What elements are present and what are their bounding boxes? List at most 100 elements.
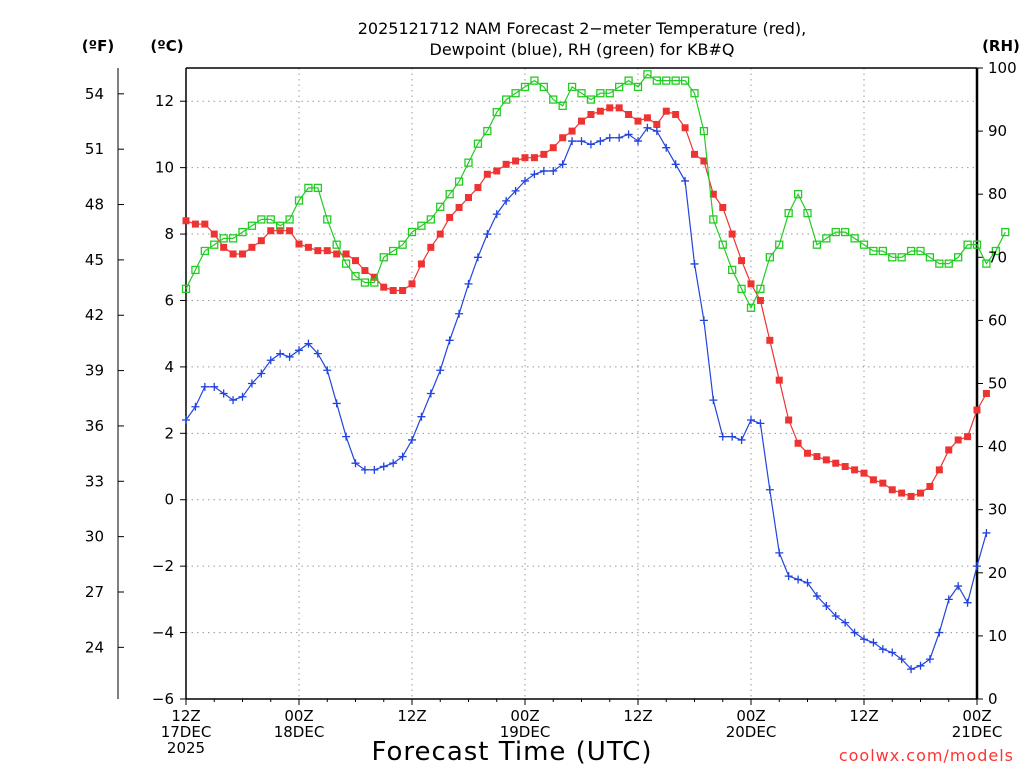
rh-point [690,89,699,98]
dewpoint-point [219,389,228,398]
temperature-point [794,439,802,447]
rh-point [445,190,454,199]
dewpoint-point [681,176,690,185]
x-tick-label: 12Z [397,707,426,725]
temperature-point [587,110,595,118]
rh-point [238,227,247,237]
rh-point [718,240,727,249]
x-tick-label: 12Z [849,707,878,725]
temperature-point [935,466,943,474]
rh-point [935,259,944,268]
temperature-point [964,433,972,441]
dewpoint-point [907,665,916,674]
dewpoint-point [812,592,821,601]
celsius-unit-label: (ºC) [150,37,183,55]
temperature-point [465,194,472,202]
rh-point [276,221,285,230]
temperature-point [643,114,651,122]
temperature-point [879,479,887,487]
rh-point [972,240,982,249]
rh-point [294,196,304,205]
dewpoint-point [247,379,256,388]
c-tick-label: 10 [155,159,174,177]
rh-point [878,246,887,256]
temperature-point [417,260,425,268]
c-tick-label: −2 [152,557,174,575]
temperature-point [860,469,868,477]
dewpoint-point [426,389,435,398]
temperature-point [530,154,538,162]
rh-unit-label: (RH) [982,37,1020,55]
dewpoint-point [530,170,539,179]
rh-point [351,272,360,281]
x-tick-label: 00Z [510,707,539,725]
dewpoint-point [370,465,379,474]
rh-point [483,126,492,136]
dewpoint-point [643,123,652,132]
dewpoint-point [539,166,548,175]
dewpoint-point [436,366,445,375]
dewpoint-point [671,160,680,169]
rh-point [888,253,897,262]
temperature-point [841,463,849,471]
dewpoint-point [295,346,303,355]
c-tick-label: 8 [164,225,174,243]
dewpoint-point [455,309,464,318]
x-tick-label: 2025 [167,739,205,757]
dewpoint-point [492,210,501,219]
rh-point [539,82,548,92]
rh-point [520,82,530,92]
c-tick-label: 6 [164,291,174,309]
rh-point [360,278,370,287]
temperature-point [559,134,567,142]
dewpoint-point [982,528,991,537]
temperature-point [832,459,840,467]
x-tick-label: 00Z [736,707,765,725]
dewpoint-point [841,618,850,627]
dewpoint-point [521,176,529,185]
rh-point [464,158,473,167]
x-axis-title: Forecast Time (UTC) [371,737,652,767]
rh-point [492,108,501,117]
rh-point [869,246,878,256]
dewpoint-point [257,369,266,378]
data-series [181,70,1010,674]
dewpoint-point [615,133,624,142]
dewpoint-point [869,638,878,647]
fahrenheit-unit-label: (ºF) [82,37,114,55]
dewpoint-point [963,598,972,607]
dewpoint-point [925,655,934,664]
temperature-point [436,230,444,238]
dewpoint-point [332,399,341,408]
rh-point [549,95,558,104]
rh-point [1001,227,1010,237]
dewpoint-point [728,432,737,441]
rh-point [257,215,266,224]
temperature-point [408,280,416,288]
temperature-line [185,107,987,498]
rh-point [991,246,1000,256]
rh-point [982,259,991,268]
rh-tick-label: 30 [988,501,1007,519]
rh-point [313,183,322,193]
temperature-point [700,157,708,165]
dewpoint-point [756,419,765,428]
dewpoint-point [737,435,746,444]
rh-point [426,215,435,224]
rh-point [586,95,596,104]
rh-point [304,183,313,193]
c-tick-label: 12 [155,92,174,110]
temperature-point [380,283,388,291]
dewpoint-point [709,396,718,405]
dewpoint-point [389,459,398,468]
temperature-point [926,482,934,490]
dewpoint-point [342,432,351,441]
rh-tick-label: 10 [988,627,1007,645]
temperature-point [549,144,557,152]
temperature-point [474,184,482,192]
dewpoint-point [605,133,614,142]
temperature-point [323,247,331,255]
temperature-point [304,243,312,251]
dewpoint-point [285,352,294,361]
dewpoint-point [379,462,388,471]
